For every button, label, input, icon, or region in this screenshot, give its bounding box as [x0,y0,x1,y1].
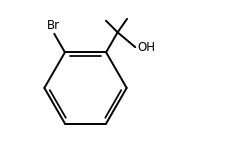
Text: Br: Br [47,19,60,32]
Text: OH: OH [137,41,155,54]
